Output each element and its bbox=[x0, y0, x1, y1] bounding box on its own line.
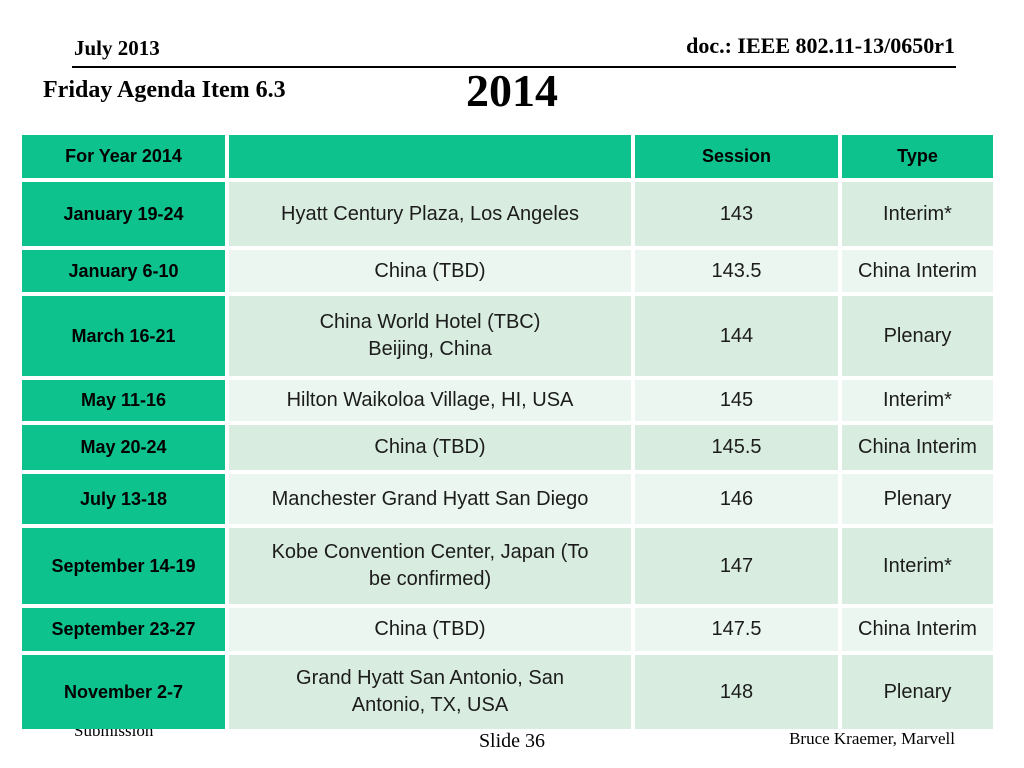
type-cell: Plenary bbox=[842, 474, 993, 524]
venue-cell: China (TBD) bbox=[229, 250, 631, 292]
venue-cell: Hilton Waikoloa Village, HI, USA bbox=[229, 380, 631, 421]
venue-cell: Kobe Convention Center, Japan (To be con… bbox=[229, 528, 631, 604]
venue-cell: China (TBD) bbox=[229, 608, 631, 651]
type-cell: Plenary bbox=[842, 296, 993, 376]
session-cell: 147 bbox=[635, 528, 838, 604]
date-cell: May 11-16 bbox=[22, 380, 225, 421]
header-rule bbox=[72, 66, 956, 68]
venue-cell: China World Hotel (TBC) Beijing, China bbox=[229, 296, 631, 376]
type-cell: Interim* bbox=[842, 182, 993, 246]
year-title: 2014 bbox=[466, 65, 558, 116]
session-cell: 143 bbox=[635, 182, 838, 246]
venue-cell: China (TBD) bbox=[229, 425, 631, 470]
doc-number: doc.: IEEE 802.11-13/0650r1 bbox=[686, 33, 955, 58]
type-cell: China Interim bbox=[842, 608, 993, 651]
date-cell: November 2-7 bbox=[22, 655, 225, 729]
agenda-title: Friday Agenda Item 6.3 bbox=[43, 77, 286, 103]
session-cell: 147.5 bbox=[635, 608, 838, 651]
date-cell: September 23-27 bbox=[22, 608, 225, 651]
session-cell: 143.5 bbox=[635, 250, 838, 292]
type-cell: Interim* bbox=[842, 380, 993, 421]
date-cell: March 16-21 bbox=[22, 296, 225, 376]
schedule-table: For Year 2014 Session Type January 19-24… bbox=[22, 135, 993, 729]
venue-cell: Grand Hyatt San Antonio, San Antonio, TX… bbox=[229, 655, 631, 729]
session-cell: 145.5 bbox=[635, 425, 838, 470]
col-header-year: For Year 2014 bbox=[22, 135, 225, 178]
col-header-type: Type bbox=[842, 135, 993, 178]
type-cell: Interim* bbox=[842, 528, 993, 604]
date-cell: July 13-18 bbox=[22, 474, 225, 524]
slide-date: July 2013 bbox=[74, 36, 160, 60]
date-cell: January 19-24 bbox=[22, 182, 225, 246]
venue-cell: Hyatt Century Plaza, Los Angeles bbox=[229, 182, 631, 246]
type-cell: Plenary bbox=[842, 655, 993, 729]
venue-cell: Manchester Grand Hyatt San Diego bbox=[229, 474, 631, 524]
date-cell: January 6-10 bbox=[22, 250, 225, 292]
col-header-session: Session bbox=[635, 135, 838, 178]
session-cell: 145 bbox=[635, 380, 838, 421]
type-cell: China Interim bbox=[842, 425, 993, 470]
session-cell: 146 bbox=[635, 474, 838, 524]
type-cell: China Interim bbox=[842, 250, 993, 292]
date-cell: September 14-19 bbox=[22, 528, 225, 604]
footer-slide-number: Slide 36 bbox=[478, 730, 546, 752]
footer-author: Bruce Kraemer, Marvell bbox=[789, 729, 955, 748]
date-cell: May 20-24 bbox=[22, 425, 225, 470]
session-cell: 144 bbox=[635, 296, 838, 376]
col-header-venue bbox=[229, 135, 631, 178]
session-cell: 148 bbox=[635, 655, 838, 729]
